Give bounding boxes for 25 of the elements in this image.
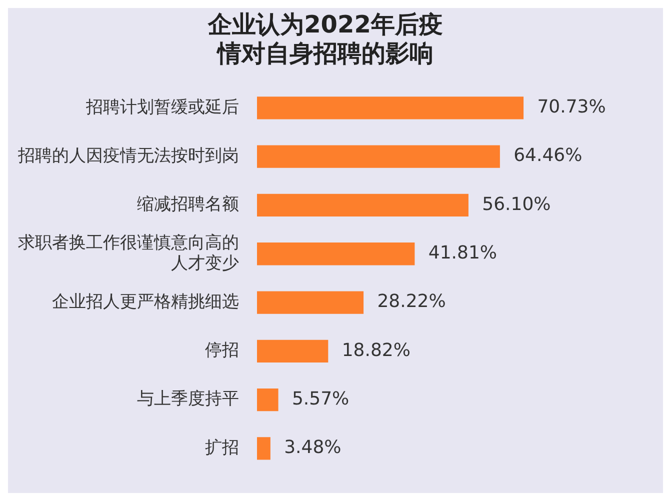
y-tick-label: 企业招人更严格精挑细选 <box>52 292 239 312</box>
y-tick-label: 与上季度持平 <box>137 389 239 410</box>
y-tick-label: 扩招 <box>205 438 239 458</box>
y-tick-label: 停招 <box>205 340 239 361</box>
y-tick-label: 求职者换工作很谨慎意向高的人才变少 <box>18 233 239 274</box>
bar <box>257 194 468 217</box>
bar <box>257 340 328 363</box>
bar <box>257 242 415 266</box>
data-label: 18.82% <box>342 340 410 361</box>
y-tick-label: 缩减招聘名额 <box>137 194 239 215</box>
chart-title: 企业认为2022年后疫情对自身招聘的影响 <box>207 10 443 68</box>
data-label: 28.22% <box>377 291 446 312</box>
data-label: 41.81% <box>428 242 497 264</box>
data-label: 5.57% <box>292 388 350 410</box>
data-label: 3.48% <box>284 437 342 458</box>
y-tick-label: 招聘计划暂缓或延后 <box>85 97 239 118</box>
bar <box>257 145 500 168</box>
bar <box>257 437 270 460</box>
bar <box>257 96 524 120</box>
bar <box>257 291 364 314</box>
data-label: 64.46% <box>514 145 582 166</box>
y-tick-label: 招聘的人因疫情无法按时到岗 <box>17 146 239 166</box>
bar <box>257 388 278 412</box>
data-label: 70.73% <box>537 96 606 118</box>
data-label: 56.10% <box>482 194 551 215</box>
